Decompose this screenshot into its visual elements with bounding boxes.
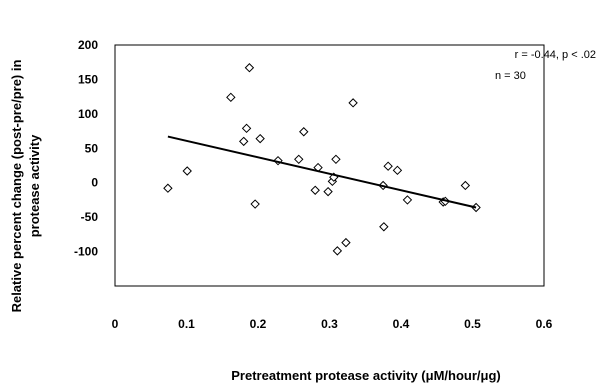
- y-tick-label: 200: [78, 38, 98, 52]
- y-axis-title-line2: protease activity: [27, 134, 42, 237]
- plot-frame: [114, 44, 545, 287]
- y-axis-ticks: 200 150 100 50 0 -50 -100: [74, 38, 98, 259]
- plot-area: [114, 44, 545, 287]
- data-point: [402, 195, 413, 205]
- data-point: [238, 136, 249, 147]
- x-tick-label: 0.3: [321, 317, 338, 331]
- x-tick-label: 0.2: [250, 317, 267, 331]
- x-tick-label: 0: [112, 317, 119, 331]
- data-point: [341, 237, 351, 248]
- data-point: [163, 183, 173, 193]
- x-tick-label: 0.4: [393, 317, 410, 331]
- data-point: [182, 166, 192, 176]
- correlation-annotation: r = -0.44, p < .02: [515, 49, 596, 61]
- y-tick-label: -100: [74, 245, 98, 259]
- data-point: [332, 246, 343, 256]
- x-tick-label: 0.5: [464, 317, 481, 331]
- x-axis-title: Pretreatment protease activity (μM/hour/…: [231, 368, 500, 383]
- data-point: [294, 154, 304, 165]
- data-point: [226, 92, 236, 103]
- data-point: [299, 127, 309, 137]
- data-point: [244, 63, 255, 73]
- y-tick-label: 0: [91, 176, 98, 190]
- data-point: [383, 161, 393, 171]
- data-point: [255, 133, 265, 144]
- data-point: [460, 180, 471, 191]
- data-point: [379, 222, 389, 232]
- sample-size-annotation: n = 30: [495, 70, 526, 82]
- y-tick-label: -50: [81, 210, 99, 224]
- data-points: [163, 63, 481, 256]
- data-point: [310, 185, 320, 195]
- y-axis-title-line1: Relative percent change (post-pre/pre) i…: [9, 60, 24, 313]
- data-point: [323, 186, 333, 197]
- data-point: [331, 154, 341, 165]
- y-tick-label: 50: [85, 141, 99, 155]
- y-tick-label: 100: [78, 107, 98, 121]
- y-axis-title: Relative percent change (post-pre/pre) i…: [9, 60, 42, 313]
- x-axis-ticks: 0 0.1 0.2 0.3 0.4 0.5 0.6: [112, 317, 553, 331]
- y-tick-label: 150: [78, 72, 98, 86]
- data-point: [348, 98, 358, 108]
- trend-line: [167, 135, 477, 209]
- x-tick-label: 0.1: [178, 317, 195, 331]
- data-point: [241, 123, 252, 134]
- x-tick-label: 0.6: [536, 317, 553, 331]
- data-point: [392, 165, 403, 176]
- data-point: [250, 199, 260, 209]
